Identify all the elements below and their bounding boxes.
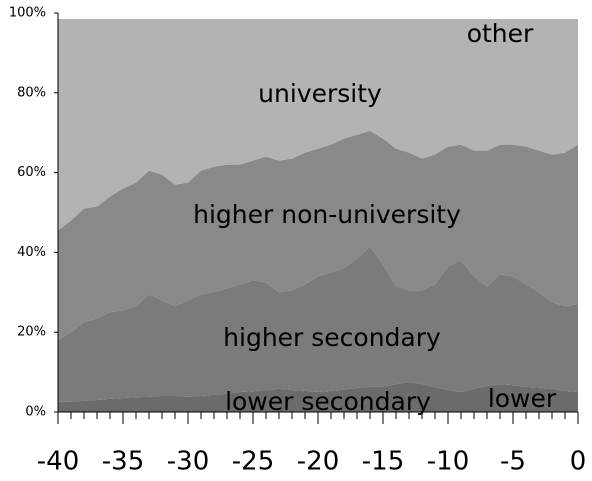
area: [58, 18, 578, 231]
area: [58, 13, 578, 19]
x-tick-label: -30: [167, 447, 209, 477]
x-tick-label: -25: [232, 447, 274, 477]
series-label: higher non-university: [193, 200, 461, 229]
y-tick-label: 100%: [9, 6, 46, 21]
series-label: higher secondary: [223, 323, 441, 352]
x-tick-label: -35: [102, 447, 144, 477]
areas: [58, 13, 578, 412]
area: [58, 382, 578, 412]
series-label: lower secondary: [225, 387, 431, 416]
x-tick-label: -15: [362, 447, 404, 477]
y-tick-label: 40%: [17, 245, 46, 260]
x-tick-label: -20: [297, 447, 339, 477]
area: [58, 246, 578, 403]
x-tick-label: -5: [500, 447, 526, 477]
y-tick-label: 60%: [17, 165, 46, 180]
series-label: university: [258, 79, 382, 108]
y-tick-label: 0%: [25, 405, 46, 420]
x-tick-label: 0: [570, 447, 587, 477]
y-tick-label: 80%: [17, 85, 46, 100]
series-label: other: [467, 19, 534, 48]
x-tick-label: -40: [37, 447, 79, 477]
x-tick-label: -10: [427, 447, 469, 477]
y-tick-label: 20%: [17, 325, 46, 340]
area: [58, 130, 578, 341]
series-label: lower: [488, 384, 557, 413]
